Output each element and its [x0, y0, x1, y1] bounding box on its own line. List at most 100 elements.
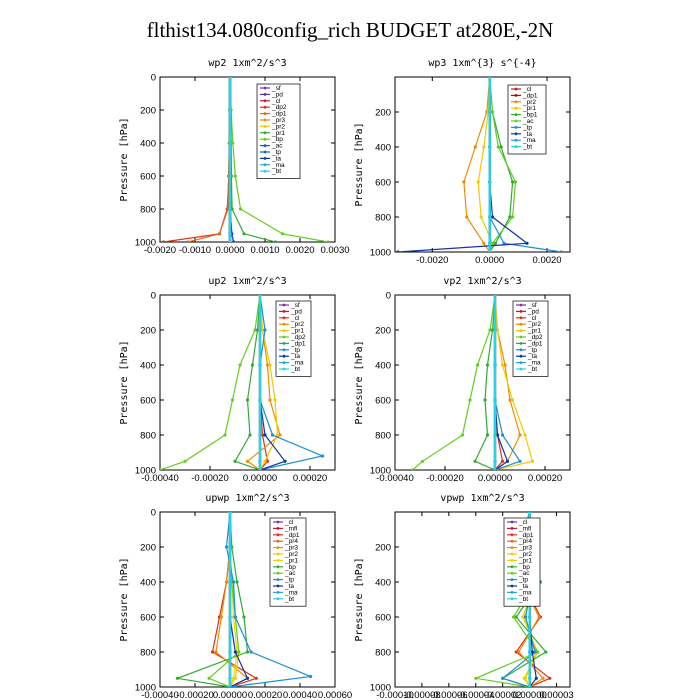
- series-point: [530, 650, 534, 654]
- series-point: [273, 240, 278, 242]
- series-point: [265, 459, 270, 463]
- legend-marker: [514, 145, 518, 149]
- legend-marker: [510, 591, 514, 594]
- x-tick-label: 0.0010: [250, 245, 279, 256]
- legend-marker: [519, 348, 523, 352]
- legend-marker: [263, 105, 267, 109]
- legend-label: _pr2: [284, 551, 298, 558]
- x-tick-label: 0.0020: [285, 245, 314, 256]
- plot-frame: [159, 511, 336, 688]
- series-point: [278, 433, 282, 437]
- x-tick-label: 0.00000: [213, 690, 247, 700]
- series-point: [530, 459, 535, 463]
- y-tick-label: 600: [140, 396, 156, 407]
- series-point: [473, 145, 477, 149]
- series-point: [488, 215, 492, 219]
- legend-label: _dp1: [518, 532, 534, 539]
- chart-panel-5: upwp 1xm^2/s^3 Pressure [hPa] 0 200 400 600 80…: [119, 493, 352, 700]
- series-point: [210, 650, 215, 654]
- series-point: [258, 295, 262, 297]
- panel-title: wp2 1xm^2/s^3: [208, 58, 286, 69]
- series-point: [228, 545, 232, 549]
- series-point: [493, 468, 497, 470]
- chart-panel-1: wp2 1xm^2/s^3 Pressure [hPa] 0 200 400 600 800…: [119, 58, 350, 256]
- series-point: [233, 650, 237, 654]
- series-point: [260, 328, 265, 332]
- series-point: [233, 615, 237, 619]
- series-point: [308, 674, 313, 679]
- legend-marker: [282, 348, 286, 352]
- series-point: [219, 615, 223, 619]
- y-axis-label: Pressure [hPa]: [354, 557, 365, 641]
- series-point: [265, 363, 270, 367]
- panel-title: vp2 1xm^2/s^3: [443, 276, 521, 287]
- series-point: [537, 615, 541, 619]
- series-point: [228, 580, 232, 584]
- x-tick-label: -0.00040: [141, 690, 179, 700]
- legend-label: _ac: [518, 570, 530, 577]
- legend-marker: [514, 119, 518, 123]
- series-point: [517, 650, 521, 654]
- legend-label: _dp1: [522, 92, 538, 99]
- y-tick-label: 1000: [135, 238, 156, 249]
- series-point: [488, 241, 492, 245]
- legend-marker: [276, 552, 280, 556]
- panel-title: upwp 1xm^2/s^3: [205, 493, 289, 504]
- legend-marker: [282, 354, 286, 358]
- y-tick-label: 800: [375, 213, 391, 224]
- legend-marker: [263, 125, 267, 128]
- y-tick-label: 400: [375, 143, 391, 154]
- legend-marker: [276, 565, 280, 569]
- legend-marker: [263, 169, 267, 173]
- legend-label: _pd: [527, 308, 539, 315]
- legend-marker: [514, 138, 518, 142]
- x-tick-label: -0.00006: [430, 690, 468, 700]
- legend-label: _ma: [518, 589, 532, 596]
- legend-marker: [282, 361, 286, 364]
- legend-marker: [263, 112, 267, 115]
- series-point: [238, 207, 243, 211]
- legend-marker: [519, 342, 523, 345]
- legend-marker: [519, 310, 523, 313]
- legend-marker: [282, 342, 286, 345]
- legend-label: _pr1: [290, 328, 304, 335]
- series-point: [525, 241, 529, 245]
- series-point: [258, 468, 262, 470]
- series-point: [224, 580, 229, 584]
- series-point: [493, 328, 497, 332]
- series-point: [483, 398, 487, 402]
- chart-panel-3: up2 1xm^2/s^3 Pressure [hPa] 0 200 400 600 800…: [119, 276, 336, 484]
- legend-label: _ta: [284, 583, 294, 590]
- legend-label: _cl: [290, 315, 300, 322]
- y-tick-label: 1000: [370, 466, 391, 477]
- legend-marker: [276, 591, 280, 594]
- series-point: [231, 240, 236, 242]
- series-point: [228, 108, 232, 112]
- legend-label: _dp1: [271, 111, 287, 118]
- legend-label: _ta: [522, 131, 532, 138]
- series-point: [228, 207, 232, 211]
- series-point: [502, 241, 506, 245]
- legend-box: [275, 300, 312, 377]
- series-point: [524, 676, 528, 680]
- legend-box: [503, 517, 541, 607]
- y-tick-label: 0: [151, 73, 156, 84]
- series-point: [465, 215, 469, 219]
- series-point: [223, 433, 227, 437]
- y-tick-label: 400: [375, 361, 391, 372]
- series-point: [479, 215, 483, 219]
- x-tick-label: -0.00040: [376, 473, 414, 484]
- series-point: [499, 145, 503, 149]
- legend-marker: [276, 597, 280, 601]
- legend-label: _ac: [271, 143, 283, 150]
- series-point: [518, 459, 522, 463]
- legend-label: _pr1: [522, 105, 536, 112]
- series-point: [510, 398, 515, 402]
- series-point: [503, 363, 507, 367]
- series-point: [528, 650, 532, 654]
- series-point: [258, 398, 262, 402]
- series-point: [514, 650, 518, 654]
- series-point: [468, 398, 472, 402]
- series-point: [245, 459, 250, 463]
- series-point: [410, 468, 415, 470]
